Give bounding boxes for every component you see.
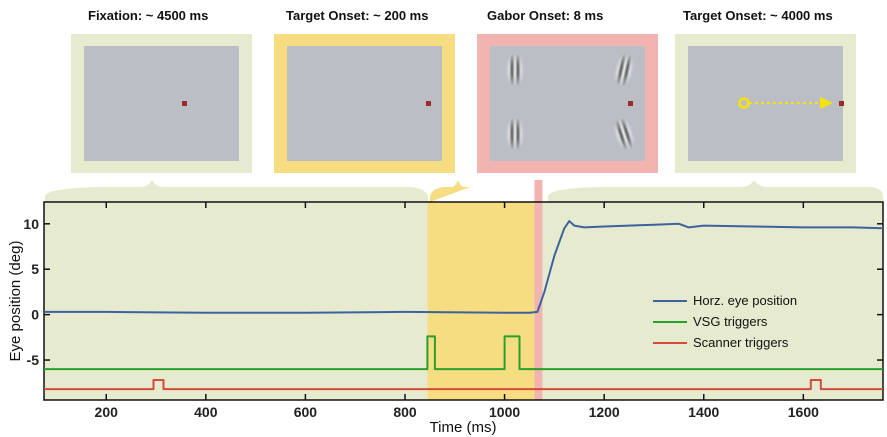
plot-frame	[43, 201, 884, 401]
y-tick-label: 5	[31, 261, 39, 277]
y-tick-label: 0	[31, 307, 39, 323]
gabor-patch-icon	[504, 53, 526, 87]
target-onset-late-screen	[688, 46, 844, 161]
brace-target-late	[548, 180, 883, 202]
target-onset-late-panel	[675, 34, 856, 173]
horz-eye-position-line	[44, 220, 884, 314]
gabor-onset-screen	[490, 46, 645, 161]
vsg-triggers-line	[44, 335, 883, 371]
gabor-patch-icon	[612, 53, 636, 87]
target-onset-panel	[274, 34, 455, 173]
panel-title-gabor-onset: Gabor Onset: 8 ms	[487, 8, 604, 23]
fixation-dot	[182, 101, 187, 106]
brace-target-onset	[430, 180, 470, 202]
yellow-arrow-icon	[738, 97, 833, 109]
brace-fixation	[45, 180, 428, 202]
x-tick-label: 1600	[788, 404, 819, 420]
legend-scanner-triggers-label: Scanner triggers	[693, 335, 789, 350]
y-tick-label: -5	[27, 352, 40, 368]
gabor-onset-band-connector	[534, 180, 543, 202]
gabor-onset-panel	[477, 34, 658, 173]
fixation-dot	[426, 101, 431, 106]
gabor-patch-icon	[612, 117, 636, 151]
panel-title-fixation: Fixation: ~ 4500 ms	[88, 8, 209, 23]
legend-horz-eye-position-label: Horz. eye position	[693, 293, 797, 308]
fixation-panel	[71, 34, 252, 173]
fixation-screen	[84, 46, 239, 161]
panel-title-target-onset: Target Onset: ~ 200 ms	[286, 8, 429, 23]
gabor-patches	[504, 53, 636, 151]
fixation-dot	[628, 101, 633, 106]
scanner-triggers-line	[44, 379, 883, 391]
gabor-onset-band	[534, 202, 543, 400]
x-axis-label: Time (ms)	[430, 419, 497, 436]
x-tick-label: 1400	[688, 404, 719, 420]
x-tick-label: 400	[194, 404, 218, 420]
x-tick-label: 800	[393, 404, 417, 420]
y-tick-label: 10	[23, 216, 39, 232]
gabor-patch-icon	[504, 117, 526, 151]
x-tick-label: 1200	[589, 404, 620, 420]
x-tick-label: 200	[95, 404, 119, 420]
y-axis-label: Eye position (deg)	[7, 241, 24, 362]
fixation-dot	[839, 101, 844, 106]
legend-vsg-triggers-label: VSG triggers	[693, 314, 768, 329]
x-tick-label: 1000	[489, 404, 520, 420]
target-onset-band	[427, 202, 535, 400]
x-tick-label: 600	[294, 404, 318, 420]
panel-title-target-onset-late: Target Onset: ~ 4000 ms	[683, 8, 833, 23]
target-onset-screen	[287, 46, 442, 161]
